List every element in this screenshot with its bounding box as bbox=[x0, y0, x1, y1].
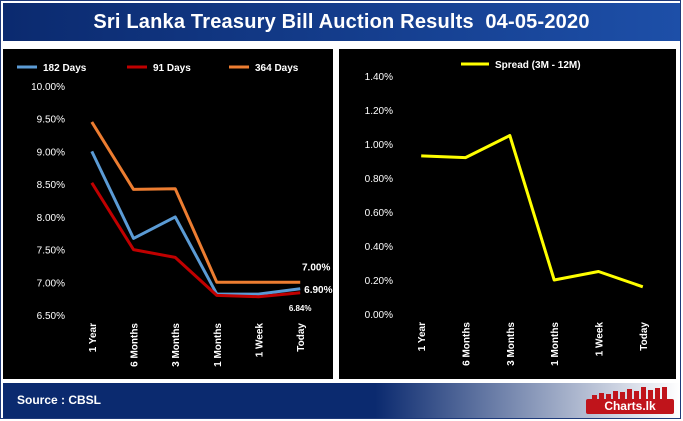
x-tick-label: 3 Months bbox=[171, 323, 182, 367]
annotation-364-days: 7.00% bbox=[302, 262, 330, 273]
logo-bars-icon bbox=[592, 387, 668, 399]
y-tick-label: 9.50% bbox=[37, 115, 65, 126]
y-tick-label: 1.20% bbox=[365, 106, 393, 117]
x-tick-label: 3 Months bbox=[506, 322, 517, 366]
x-tick-label: Today bbox=[639, 322, 650, 351]
series-line-364-days bbox=[90, 121, 301, 284]
series-line-91-days bbox=[90, 182, 301, 299]
x-tick-label: 1 Week bbox=[255, 323, 266, 358]
rates-line-chart: 6.50% 7.00% 7.50% 8.00% 8.50% 9.00% 9.50% 10.00… bbox=[17, 63, 333, 367]
title-bar: Sri Lanka Treasury Bill Auction Results … bbox=[3, 3, 680, 41]
spread-line-chart: 0.00% 0.20% 0.40% 0.60% 0.80% 1.00% 1.20% 1.40%… bbox=[365, 60, 650, 366]
y-tick-label: 9.00% bbox=[37, 147, 65, 158]
x-tick-label: Today bbox=[296, 323, 307, 352]
series-line-spread-3m-12m bbox=[421, 134, 644, 289]
annotation-182-days: 6.90% bbox=[304, 285, 332, 296]
y-tick-label: 7.50% bbox=[37, 246, 65, 257]
annotation-91-days: 6.84% bbox=[289, 304, 312, 313]
series-line-182-days bbox=[90, 150, 301, 296]
x-tick-label: 1 Months bbox=[213, 323, 224, 367]
y-tick-label: 0.80% bbox=[365, 174, 393, 185]
logo-text: Charts.lk bbox=[586, 399, 674, 414]
legend-label-182-days: 182 Days bbox=[43, 63, 87, 74]
spread-chart-panel: 0.00% 0.20% 0.40% 0.60% 0.80% 1.00% 1.20% 1.40%… bbox=[339, 49, 676, 379]
x-tick-label: 1 Week bbox=[595, 322, 606, 357]
y-tick-label: 10.00% bbox=[31, 82, 65, 93]
charts-lk-logo: Charts.lk bbox=[586, 387, 674, 415]
y-tick-label: 0.40% bbox=[365, 242, 393, 253]
source-label: Source : CBSL bbox=[17, 393, 102, 407]
legend-label-91-days: 91 Days bbox=[153, 63, 191, 74]
legend-label-spread-3m-12m: Spread (3M - 12M) bbox=[495, 60, 581, 71]
y-tick-label: 0.20% bbox=[365, 276, 393, 287]
y-tick-label: 0.00% bbox=[365, 310, 393, 321]
y-tick-label: 0.60% bbox=[365, 208, 393, 219]
y-tick-label: 6.50% bbox=[37, 311, 65, 322]
y-tick-label: 7.00% bbox=[37, 278, 65, 289]
y-tick-label: 1.40% bbox=[365, 72, 393, 83]
rates-chart-panel: 6.50% 7.00% 7.50% 8.00% 8.50% 9.00% 9.50% 10.00… bbox=[3, 49, 333, 379]
y-tick-label: 8.50% bbox=[37, 180, 65, 191]
x-tick-label: 6 Months bbox=[130, 323, 141, 367]
x-tick-label: 1 Year bbox=[417, 322, 428, 351]
footer-bar: Source : CBSL Charts.lk bbox=[3, 383, 680, 418]
x-tick-label: 1 Year bbox=[88, 323, 99, 352]
x-tick-label: 1 Months bbox=[550, 322, 561, 366]
y-tick-label: 1.00% bbox=[365, 140, 393, 151]
x-tick-label: 6 Months bbox=[462, 322, 473, 366]
chart-title: Sri Lanka Treasury Bill Auction Results … bbox=[93, 11, 590, 33]
legend-label-364-days: 364 Days bbox=[255, 63, 299, 74]
y-tick-label: 8.00% bbox=[37, 213, 65, 224]
